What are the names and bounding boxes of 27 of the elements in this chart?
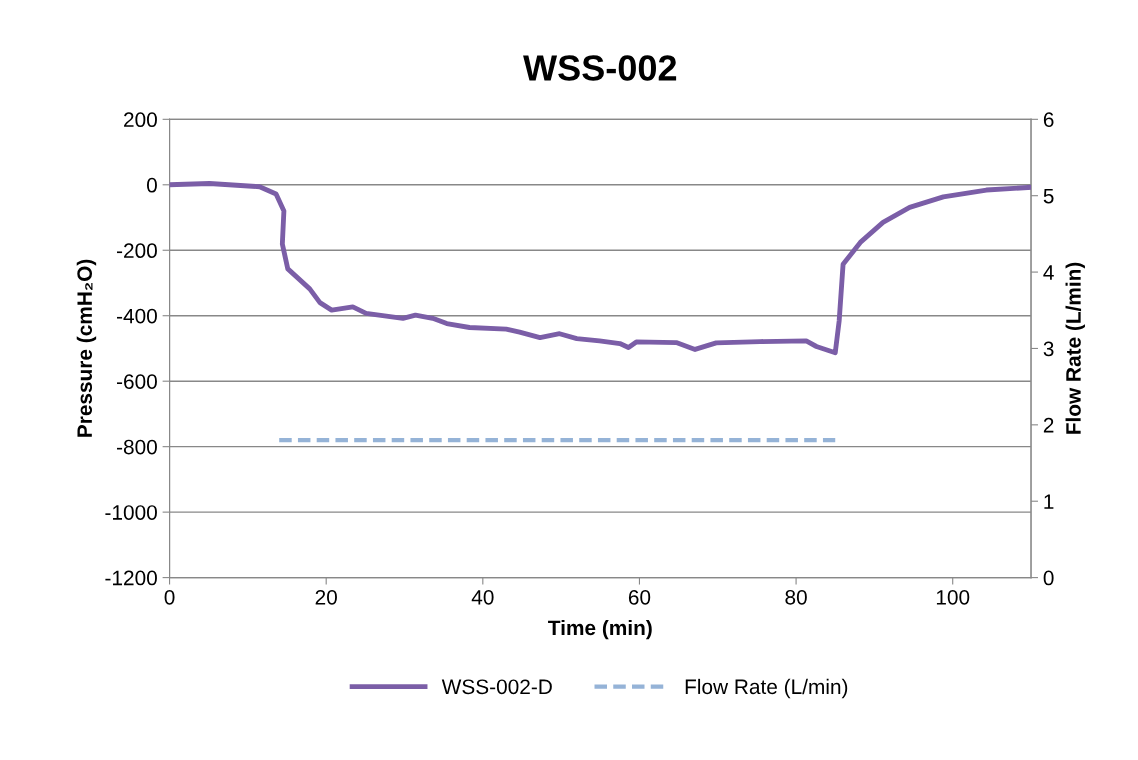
y-tick-label: -600 [116, 374, 157, 389]
x-axis-title: Time (min) [548, 619, 652, 640]
x-tick-label: 80 [785, 589, 807, 605]
y2-axis-title: Flow Rate (L/min) [1065, 262, 1085, 434]
y-tick-label: -800 [116, 439, 157, 455]
y2-tick-label: 1 [1044, 494, 1054, 509]
x-tick-label: 0 [164, 589, 175, 605]
legend-label: Flow Rate (L/min) [685, 678, 848, 699]
x-tick-label: 20 [315, 589, 337, 605]
y-tick-label: 0 [146, 177, 157, 193]
y-tick-label: 200 [124, 112, 157, 128]
y2-tick-label: 2 [1043, 417, 1054, 433]
y-tick-label: -200 [116, 243, 157, 259]
y2-tick-label: 3 [1043, 341, 1054, 357]
x-tick-label: 40 [471, 589, 494, 605]
y-axis-title: Pressure (cmH₂O) [76, 259, 97, 437]
y2-tick-label: 4 [1043, 265, 1054, 280]
y-tick-label: -1000 [105, 505, 157, 520]
y2-tick-label: 6 [1043, 112, 1054, 128]
chart-title: WSS-002 [523, 55, 677, 81]
x-tick-label: 60 [628, 589, 651, 605]
y2-tick-label: 0 [1043, 570, 1054, 586]
y-tick-label: -1200 [105, 570, 157, 586]
y2-tick-label: 5 [1043, 188, 1054, 204]
x-tick-label: 100 [936, 589, 970, 605]
legend-label: WSS-002-D [441, 679, 552, 695]
y-tick-label: -400 [116, 308, 157, 324]
